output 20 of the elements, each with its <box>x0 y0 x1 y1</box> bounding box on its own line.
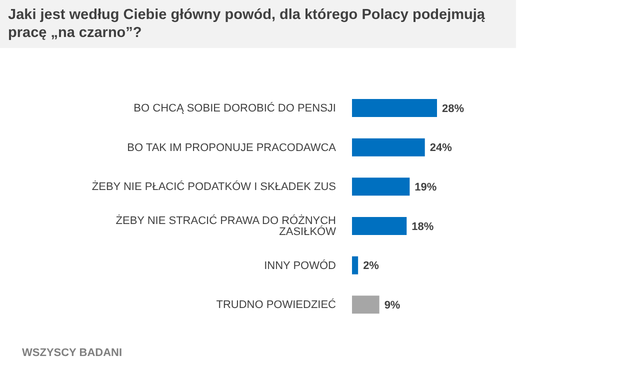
chart-title: Jaki jest według Ciebie główny powód, dla którego Polacy podejmują pracę „na czarno”? <box>0 0 516 48</box>
y-tick-label: INNY POWÓD <box>264 258 336 272</box>
data-label: 24% <box>430 142 452 154</box>
data-label: 18% <box>412 220 434 233</box>
data-label: 19% <box>414 182 437 194</box>
data-label: 28% <box>442 102 464 115</box>
data-label: 2% <box>363 260 380 272</box>
y-tick-label: TRUDNO POWIEDZIEĆ <box>216 298 336 312</box>
y-tick-label: ŻEBY NIE STRACIĆ PRAWA DO RÓŻNYCH ZASIŁKÓW <box>116 214 337 238</box>
bar <box>352 256 358 274</box>
y-tick-label: BO CHCĄ SOBIE DOROBIĆ DO PENSJI <box>134 102 336 115</box>
y-tick-label: ŻEBY NIE PŁACIĆ PODATKÓW I SKŁADEK ZUS <box>92 180 336 194</box>
text: WSZYSCY BADANI <box>22 347 122 359</box>
bar <box>352 178 410 196</box>
bar <box>352 99 437 117</box>
bar <box>352 138 425 156</box>
bar <box>352 217 407 235</box>
bar <box>352 296 380 314</box>
y-tick-label: BO TAK IM PROPONUJE PRACODAWCA <box>127 142 337 154</box>
data-label: 9% <box>384 300 400 312</box>
